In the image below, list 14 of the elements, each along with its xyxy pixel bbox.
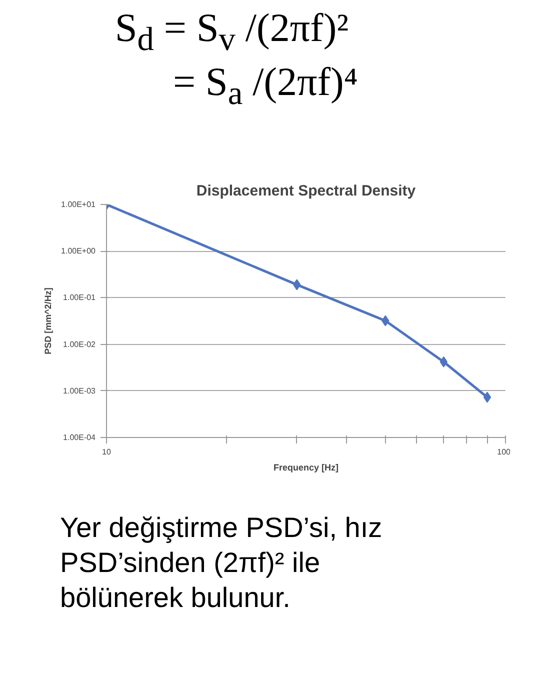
y-tick-label: 1.00E+01 (61, 200, 96, 209)
chart-title: Displacement Spectral Density (196, 182, 416, 200)
y-axis-title: PSD [mm^2/Hz] (43, 288, 54, 354)
x-tick-label: 100 (497, 448, 512, 456)
y-tick-label: 1.00E-01 (63, 293, 96, 302)
x-tick-label: 10 (102, 448, 112, 456)
text: = S$_{a}$ /(2πf)⁴ (172, 59, 358, 114)
y-tick-label: 1.00E-04 (63, 433, 96, 442)
x-axis-title: Frequency [Hz] (273, 462, 339, 472)
y-tick-label: 1.00E-02 (63, 340, 96, 349)
text: Yer değiştirme PSD’si, hız PSD’sinden (2πf)² ile bölünerek bulunur. (59, 511, 384, 615)
y-tick-label: 1.00E-03 (63, 386, 96, 396)
y-tick-label: 1.00E+00 (61, 246, 96, 256)
text: S$_{d}$ = S$_{v}$ /(2πf)² (114, 5, 350, 60)
